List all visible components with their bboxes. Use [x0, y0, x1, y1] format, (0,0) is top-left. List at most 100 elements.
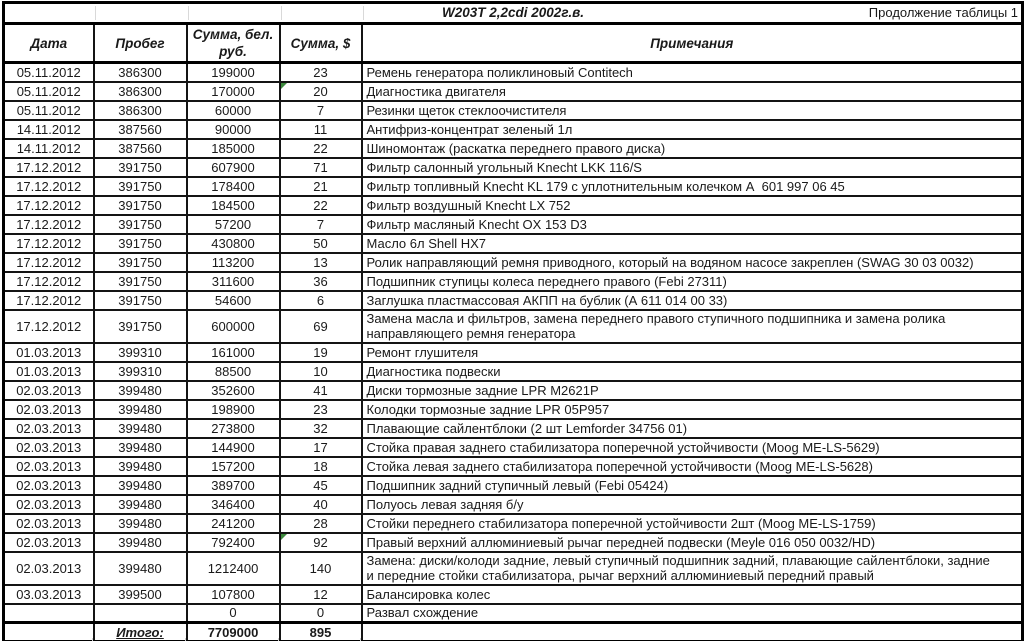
mileage-cell: 391750 [92, 175, 188, 197]
sum-usd-cell: 92 [278, 531, 363, 553]
notes-cell-value: Подшипник задний ступичный левый (Febi 0… [366, 477, 669, 493]
mileage-cell: 391750 [92, 232, 188, 254]
date-cell-value: 14.11.2012 [16, 140, 81, 156]
notes-cell-value: Замена масла и фильтров, замена переднег… [366, 311, 946, 341]
gridline [281, 6, 282, 20]
mileage-cell-value: 399480 [118, 560, 162, 576]
title-cell: W203T 2,2cdi 2002г.в. Продолжение таблиц… [2, 1, 1024, 25]
notes-cell: Плавающие сайлентблоки (2 шт Lemforder 3… [360, 417, 1024, 439]
mileage-cell-value: 391750 [118, 273, 162, 289]
sum-byr-cell-value: 185000 [211, 140, 255, 156]
date-cell-value: 02.03.2013 [16, 458, 82, 474]
table-header-row: Дата Пробег Сумма, бел. руб. Сумма, $ Пр… [2, 22, 1024, 64]
sum-byr-cell: 346400 [185, 493, 281, 515]
notes-cell-value: Фильтр топливный Knecht KL 179 с уплотни… [366, 178, 845, 194]
sum-byr-cell: 607900 [185, 156, 281, 178]
sum-usd-cell-value: 13 [313, 254, 328, 270]
total-label-cell: Итого: [92, 621, 188, 641]
mileage-cell: 399480 [92, 379, 188, 401]
sum-byr-cell: 0 [185, 602, 281, 624]
sum-byr-cell-value: 178400 [211, 178, 255, 194]
date-cell: 02.03.2013 [2, 398, 95, 420]
sum-byr-cell-value: 600000 [211, 318, 255, 334]
mileage-cell-value: 399480 [118, 534, 162, 550]
mileage-cell-value: 399480 [118, 477, 162, 493]
sum-byr-cell-value: 60000 [214, 102, 252, 118]
table-row: 17.12.2012 391750 600000 69 Замена масла и ф… [2, 308, 1024, 344]
date-cell: 17.12.2012 [2, 308, 95, 344]
mileage-cell: 391750 [92, 308, 188, 344]
sum-usd-cell: 71 [278, 156, 363, 178]
date-cell: 03.03.2013 [2, 583, 95, 605]
mileage-cell: 399480 [92, 436, 188, 458]
table-body: 05.11.2012 386300 199000 23 Ремень генератор… [2, 61, 1024, 624]
column-header-date: Дата [2, 22, 95, 64]
sum-usd-cell-value: 7 [316, 102, 325, 118]
table-row: 17.12.2012 391750 113200 13 Ролик направляющ… [2, 251, 1024, 273]
column-header-sum-byr: Сумма, бел. руб. [185, 22, 281, 64]
mileage-cell: 391750 [92, 251, 188, 273]
table-row: 02.03.2013 399480 241200 28 Стойки переднего… [2, 512, 1024, 534]
sum-byr-cell-value: 0 [229, 605, 237, 621]
date-cell: 02.03.2013 [2, 512, 95, 534]
notes-cell: Балансировка колес [360, 583, 1024, 605]
total-sum-byr: 7709000 [185, 621, 281, 641]
sum-byr-cell-value: 90000 [214, 121, 252, 137]
notes-cell-value: Масло 6л Shell HX7 [366, 235, 487, 251]
sum-usd-cell: 45 [278, 474, 363, 496]
sum-byr-cell: 792400 [185, 531, 281, 553]
column-header-sum-usd: Сумма, $ [278, 22, 363, 64]
sum-usd-cell: 32 [278, 417, 363, 439]
sum-byr-cell: 161000 [185, 341, 281, 363]
date-cell: 17.12.2012 [2, 289, 95, 311]
sum-usd-cell-value: 20 [313, 83, 328, 99]
sum-byr-cell: 430800 [185, 232, 281, 254]
notes-cell: Заглушка пластмассовая АКПП на бублик (А… [360, 289, 1024, 311]
sum-byr-cell: 241200 [185, 512, 281, 534]
table-row: 17.12.2012 391750 178400 21 Фильтр топливный… [2, 175, 1024, 197]
date-cell: 17.12.2012 [2, 251, 95, 273]
mileage-cell: 399480 [92, 417, 188, 439]
sum-byr-cell: 199000 [185, 61, 281, 83]
notes-cell-value: Фильтр масляный Knecht OX 153 D3 [366, 216, 587, 232]
sum-byr-cell-value: 352600 [211, 382, 255, 398]
sum-byr-cell-value: 184500 [211, 197, 255, 213]
date-cell: 17.12.2012 [2, 175, 95, 197]
table-row: 17.12.2012 391750 311600 36 Подшипник ступиц… [2, 270, 1024, 292]
sum-byr-cell: 185000 [185, 137, 281, 159]
sum-usd-cell-value: 40 [313, 496, 328, 512]
mileage-cell: 386300 [92, 80, 188, 102]
mileage-cell: 386300 [92, 61, 188, 83]
table-row: 17.12.2012 391750 54600 6 Заглушка пластмасс… [2, 289, 1024, 311]
date-cell-value: 17.12.2012 [16, 273, 82, 289]
date-cell: 17.12.2012 [2, 213, 95, 235]
mileage-cell: 391750 [92, 289, 188, 311]
date-cell-value: 02.03.2013 [16, 401, 82, 417]
date-cell: 01.03.2013 [2, 360, 95, 382]
mileage-cell-value: 391750 [118, 178, 162, 194]
notes-cell: Диски тормозные задние LPR M2621P [360, 379, 1024, 401]
sum-usd-cell: 12 [278, 583, 363, 605]
date-cell-value: 17.12.2012 [16, 216, 82, 232]
notes-cell: Масло 6л Shell HX7 [360, 232, 1024, 254]
date-cell: 17.12.2012 [2, 156, 95, 178]
sum-usd-cell: 7 [278, 99, 363, 121]
sum-byr-cell-value: 57200 [214, 216, 252, 232]
sum-usd-cell-value: 23 [313, 64, 328, 80]
sum-usd-cell: 41 [278, 379, 363, 401]
sum-usd-cell: 7 [278, 213, 363, 235]
mileage-cell: 391750 [92, 270, 188, 292]
sum-byr-cell-value: 273800 [211, 420, 255, 436]
sum-usd-cell: 22 [278, 137, 363, 159]
sum-usd-cell: 40 [278, 493, 363, 515]
date-cell: 02.03.2013 [2, 474, 95, 496]
total-label: Итого: [116, 624, 164, 640]
sum-byr-cell: 90000 [185, 118, 281, 140]
mileage-cell: 399480 [92, 512, 188, 534]
mileage-cell-value: 391750 [118, 197, 162, 213]
sum-usd-cell-value: 6 [316, 292, 325, 308]
gridline [95, 6, 96, 20]
date-cell [2, 621, 95, 641]
sum-byr-cell: 352600 [185, 379, 281, 401]
date-cell-value: 17.12.2012 [16, 159, 82, 175]
